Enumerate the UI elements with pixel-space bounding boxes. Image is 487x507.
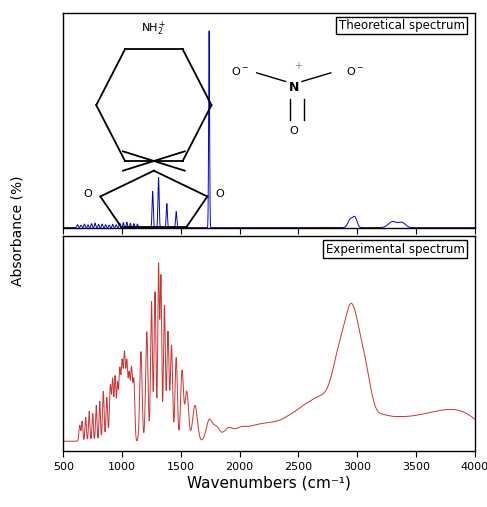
Text: N: N: [289, 82, 299, 94]
Text: O$^-$: O$^-$: [346, 65, 364, 77]
Text: Absorbance (%): Absorbance (%): [10, 175, 24, 286]
Text: +: +: [294, 61, 302, 71]
X-axis label: Wavenumbers (cm⁻¹): Wavenumbers (cm⁻¹): [187, 476, 351, 491]
Text: Theoretical spectrum: Theoretical spectrum: [338, 19, 465, 32]
Text: O: O: [84, 189, 93, 199]
Text: O: O: [289, 126, 298, 136]
Text: O$^-$: O$^-$: [231, 65, 249, 77]
Text: Experimental spectrum: Experimental spectrum: [326, 243, 465, 256]
Text: O: O: [215, 189, 224, 199]
Text: NH$_2^+$: NH$_2^+$: [141, 20, 167, 39]
